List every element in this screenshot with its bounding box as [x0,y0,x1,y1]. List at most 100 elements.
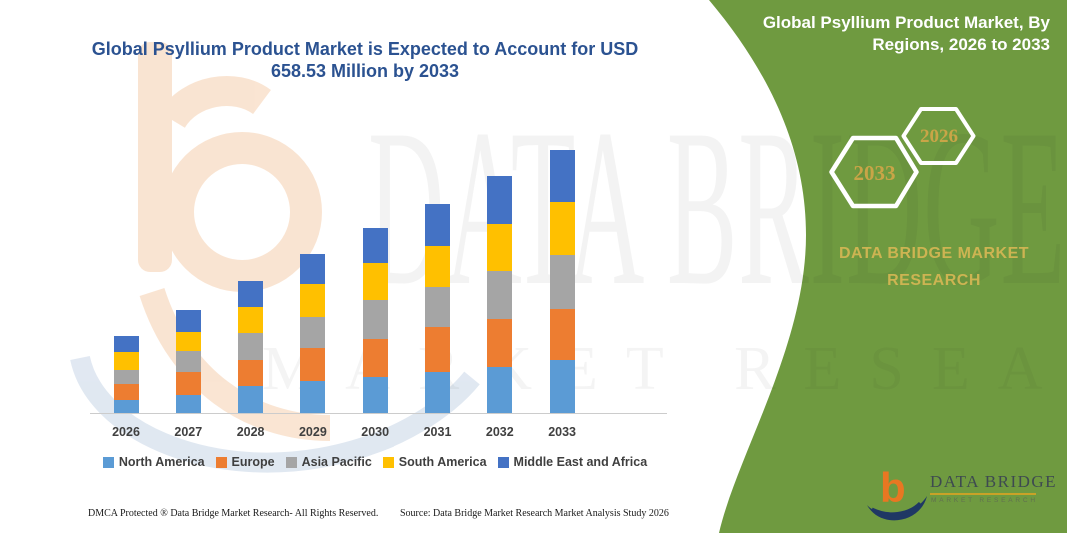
legend-label: Middle East and Africa [513,455,648,469]
legend-item-north-america: North America [102,455,205,469]
legend-swatch-icon [497,456,509,468]
bar-segment-south-america [300,284,326,317]
bar-2029 [300,253,326,414]
brand-wordmark-line2: RESEARCH [887,272,981,289]
legend-swatch-icon [285,456,297,468]
bar-segment-europe [487,319,513,367]
bar-segment-asia-pacific [487,270,513,320]
x-axis-label: 2029 [298,425,327,439]
bar-segment-asia-pacific [549,255,575,309]
legend-swatch-icon [382,456,394,468]
bar-segment-asia-pacific [113,369,139,385]
x-axis-label: 2027 [174,425,203,439]
footer-dmca: DMCA Protected ® Data Bridge Market Rese… [88,508,379,519]
bar-segment-south-america [113,352,139,370]
legend-item-south-america: South America [382,455,487,469]
watermark-subtext: MARKET RESEARCH [262,335,1067,403]
hexagon-2033 [829,135,919,209]
bar-2030 [362,227,388,414]
x-axis-label: 2032 [485,425,514,439]
chart-legend: North America Europe Asia Pacific South Ame… [70,455,680,469]
legend-swatch-icon [102,456,114,468]
bar-segment-north-america [425,371,450,414]
legend-label: South America [398,455,487,469]
logo-rule [930,493,1036,495]
legend-label: North America [118,455,205,469]
footer-source: Source: Data Bridge Market Research Mark… [400,508,669,519]
side-panel-title: Global Psyllium Product Market, By Regio… [700,12,1050,56]
x-axis-label: 2028 [236,425,265,439]
bar-2032 [487,175,513,414]
bar-segment-europe [549,308,575,361]
legend-item-middle-east-and-africa: Middle East and Africa [497,455,648,469]
legend-swatch-icon [215,456,227,468]
bar-segment-middle-east-and-africa [549,150,575,203]
bar-2026 [113,336,139,414]
bar-segment-middle-east-and-africa [362,227,388,264]
brand-wordmark-line1: DATA BRIDGE MARKET [838,245,1030,262]
bar-segment-europe [425,327,450,372]
x-axis-label: 2031 [423,425,452,439]
bar-segment-asia-pacific [238,333,264,361]
x-axis-label: 2026 [112,425,140,439]
logo-subtext: MARKET RESEARCH [931,497,1038,504]
bar-2031 [425,203,450,414]
bar-segment-europe [300,347,326,381]
bar-segment-south-america [549,202,575,256]
bar-segment-middle-east-and-africa [175,309,201,332]
logo-swoosh-icon [867,496,927,521]
bar-segment-north-america [238,385,264,414]
bar-segment-south-america [425,245,450,287]
bar-segment-north-america [300,380,326,414]
bar-segment-asia-pacific [362,300,388,340]
bar-segment-middle-east-and-africa [113,336,139,353]
page-title: Global Psyllium Product Market is Expect… [75,38,655,82]
bar-2028 [238,280,264,414]
legend-item-europe: Europe [215,455,275,469]
bar-segment-south-america [362,263,388,301]
bar-segment-north-america [175,395,201,414]
hexagon-2026-label: 2026 [920,126,958,147]
logo-name: DATA BRIDGE [930,472,1058,491]
bar-segment-europe [362,339,388,377]
logo-b-icon: b [880,464,906,511]
bar-2027 [175,309,201,414]
bar-2033 [549,150,575,414]
legend-label: Asia Pacific [301,455,372,469]
page-title-line2: 658.53 Million by 2033 [270,61,460,81]
x-axis-label: 2030 [361,425,390,439]
bar-segment-middle-east-and-africa [238,280,264,307]
hexagon-2026 [901,107,976,165]
bar-segment-south-america [238,306,264,334]
bar-segment-asia-pacific [425,286,450,328]
legend-item-asia-pacific: Asia Pacific [285,455,372,469]
bar-segment-europe [175,371,201,396]
x-axis-label: 2033 [548,425,576,439]
side-panel-title-line2: Regions, 2026 to 2033 [872,35,1050,54]
hexagon-2033-label: 2033 [853,161,896,185]
bar-segment-europe [238,360,264,386]
x-axis-line [90,413,667,414]
bar-segment-middle-east-and-africa [487,175,513,225]
bar-segment-asia-pacific [300,316,326,348]
bar-segment-south-america [175,331,201,351]
legend-label: Europe [231,455,275,469]
bar-segment-north-america [487,366,513,414]
bar-segment-north-america [113,400,139,414]
page-title-line1: Global Psyllium Product Market is Expect… [91,39,639,59]
watermark-text: DATA BRIDGE [368,82,1067,332]
bar-segment-middle-east-and-africa [425,203,450,246]
bar-segment-asia-pacific [175,350,201,372]
bar-segment-north-america [362,376,388,414]
bar-segment-middle-east-and-africa [300,253,326,285]
bar-segment-europe [113,384,139,400]
side-panel-title-line1: Global Psyllium Product Market, By [762,13,1050,32]
brand-wordmark: DATA BRIDGE MARKET RESEARCH [800,240,1067,294]
